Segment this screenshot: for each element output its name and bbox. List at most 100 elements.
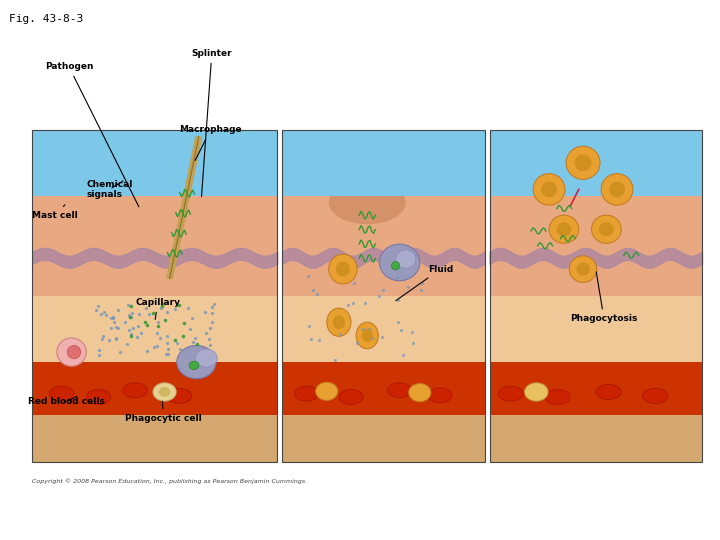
Ellipse shape — [566, 146, 600, 179]
Point — [135, 329, 147, 338]
Point — [124, 310, 135, 319]
Point — [329, 356, 341, 364]
Ellipse shape — [395, 250, 415, 268]
Text: Chemical
signals: Chemical signals — [86, 180, 132, 199]
Point — [391, 273, 402, 282]
Point — [179, 319, 190, 327]
Ellipse shape — [195, 349, 217, 367]
Ellipse shape — [533, 173, 565, 205]
Ellipse shape — [387, 383, 412, 398]
Point — [144, 310, 156, 319]
Point — [358, 325, 369, 334]
Bar — [32, 130, 277, 462]
Ellipse shape — [327, 308, 351, 336]
Text: Phagocytic cell: Phagocytic cell — [125, 401, 202, 423]
Bar — [490, 196, 702, 296]
Point — [377, 286, 389, 295]
Text: Pathogen: Pathogen — [45, 62, 139, 207]
Point — [110, 335, 122, 343]
Point — [201, 328, 212, 337]
Text: Fluid: Fluid — [396, 265, 453, 301]
Point — [151, 341, 163, 350]
Point — [366, 334, 378, 342]
Point — [207, 308, 218, 317]
Point — [95, 310, 107, 319]
Point — [199, 308, 211, 317]
Point — [359, 299, 371, 307]
Ellipse shape — [315, 382, 338, 401]
Point — [416, 279, 428, 288]
Bar — [490, 130, 702, 196]
Bar — [490, 130, 702, 462]
Point — [173, 301, 184, 309]
Bar — [282, 130, 485, 462]
Ellipse shape — [123, 383, 148, 398]
Point — [163, 345, 174, 353]
Point — [307, 286, 318, 294]
Point — [373, 292, 384, 301]
Point — [134, 310, 145, 319]
Text: Phagocytosis: Phagocytosis — [570, 272, 638, 323]
Bar — [490, 362, 702, 415]
Ellipse shape — [601, 173, 633, 205]
Bar — [282, 362, 485, 415]
Ellipse shape — [329, 181, 405, 224]
Ellipse shape — [339, 389, 363, 404]
Ellipse shape — [333, 315, 345, 329]
Bar — [32, 295, 277, 362]
Point — [107, 314, 119, 322]
Point — [305, 334, 317, 343]
Ellipse shape — [336, 261, 350, 276]
Ellipse shape — [167, 388, 192, 403]
Bar — [490, 415, 702, 462]
Ellipse shape — [86, 389, 111, 404]
Point — [177, 351, 189, 360]
Ellipse shape — [67, 346, 81, 359]
Point — [183, 303, 194, 312]
Point — [397, 351, 408, 360]
Point — [152, 322, 163, 330]
Bar — [282, 196, 485, 296]
Point — [120, 318, 131, 326]
Point — [99, 308, 110, 316]
Point — [122, 301, 134, 309]
Ellipse shape — [392, 261, 400, 270]
Point — [155, 303, 166, 312]
Point — [121, 339, 132, 348]
Text: Copyright © 2008 Pearson Education, Inc., publishing as Pearson Benjamin Cumming: Copyright © 2008 Pearson Education, Inc.… — [32, 478, 307, 483]
Point — [302, 272, 313, 281]
Point — [132, 333, 143, 342]
Point — [190, 334, 202, 342]
Point — [203, 334, 215, 343]
Point — [125, 302, 137, 310]
Point — [154, 334, 166, 342]
Ellipse shape — [596, 384, 621, 400]
Point — [392, 295, 404, 304]
Point — [209, 300, 220, 308]
Ellipse shape — [356, 322, 378, 349]
Point — [125, 329, 137, 338]
Point — [94, 346, 105, 354]
Point — [112, 323, 124, 332]
Point — [92, 302, 104, 310]
Point — [159, 315, 171, 324]
Ellipse shape — [294, 386, 319, 401]
Text: Red blood cells: Red blood cells — [27, 396, 104, 407]
Point — [402, 272, 413, 281]
Point — [194, 347, 205, 356]
Point — [96, 334, 107, 343]
Ellipse shape — [50, 386, 74, 401]
Text: Macrophage: Macrophage — [179, 125, 242, 160]
Bar — [490, 295, 702, 362]
Ellipse shape — [189, 361, 199, 369]
Point — [169, 305, 181, 313]
Point — [148, 309, 159, 318]
Point — [148, 342, 160, 351]
Point — [334, 329, 346, 338]
Point — [186, 314, 197, 322]
Point — [348, 279, 359, 287]
Ellipse shape — [329, 254, 357, 284]
Text: Mast cell: Mast cell — [32, 205, 78, 220]
Ellipse shape — [498, 386, 523, 401]
Point — [156, 300, 168, 309]
